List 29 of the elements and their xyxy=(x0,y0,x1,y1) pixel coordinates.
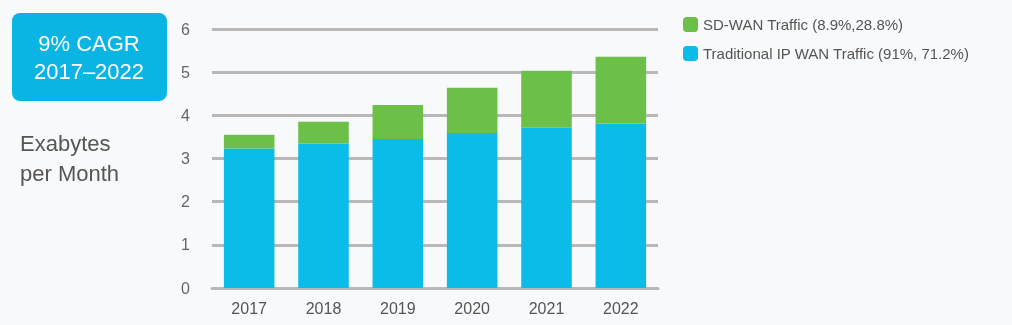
x-tick-label: 2018 xyxy=(305,299,342,317)
legend-label: Traditional IP WAN Traffic (91%, 71.2%) xyxy=(703,45,969,62)
y-axis-title: Exabytes per Month xyxy=(20,130,120,186)
x-tick-label: 2020 xyxy=(454,299,491,317)
bar xyxy=(521,70,572,128)
bar xyxy=(595,123,647,288)
bar xyxy=(446,87,498,134)
y-tick-label: 1 xyxy=(181,236,191,254)
x-tick-label: 2019 xyxy=(380,299,416,317)
x-tick-label: 2022 xyxy=(603,299,639,317)
y-tick-label: 3 xyxy=(181,150,191,167)
bar xyxy=(372,104,424,140)
bar xyxy=(372,139,424,288)
y-tick-label: 4 xyxy=(181,106,191,124)
bar xyxy=(223,148,275,288)
x-tick-label: 2017 xyxy=(231,299,268,317)
bar xyxy=(223,134,275,149)
legend-label: SD-WAN Traffic (8.9%,28.8%) xyxy=(703,16,904,33)
bar xyxy=(298,143,349,288)
bar xyxy=(521,127,572,288)
y-tick-label: 0 xyxy=(181,279,191,297)
bar xyxy=(595,56,647,124)
text: 9% CAGR 2017–2022 xyxy=(33,30,145,84)
y-tick-label: 5 xyxy=(181,63,191,81)
x-tick-label: 2021 xyxy=(528,299,565,317)
bar xyxy=(446,133,498,288)
bar xyxy=(298,121,349,144)
y-tick-label: 2 xyxy=(181,193,191,211)
y-tick-label: 6 xyxy=(181,20,191,38)
